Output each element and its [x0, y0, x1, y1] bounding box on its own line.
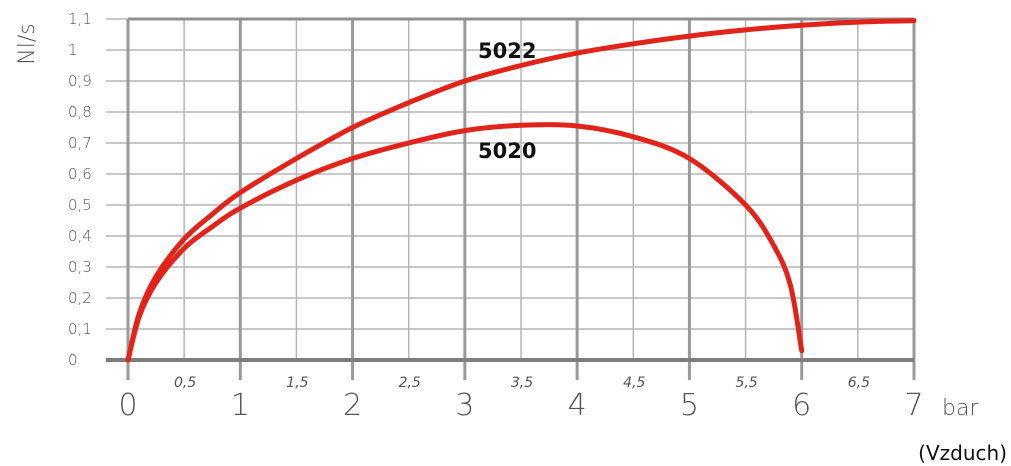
y-tick-label: 0	[68, 351, 78, 369]
grid	[106, 17, 916, 380]
x-minor-tick-label: 6,5	[848, 375, 870, 391]
x-minor-tick-label: 4,5	[623, 375, 645, 391]
series-line-5022	[125, 18, 917, 363]
series-line-5020	[125, 122, 805, 363]
y-tick-label: 0,2	[68, 289, 92, 307]
x-major-tick-label: 3	[455, 388, 474, 423]
x-major-tick-label: 5	[680, 388, 699, 423]
y-tick-label: 0,4	[68, 227, 92, 245]
x-minor-tick-label: 5,5	[735, 375, 757, 391]
x-major-tick-label: 2	[343, 388, 362, 423]
x-minor-tick-label: 3,5	[511, 375, 533, 391]
y-tick-label: 1	[68, 41, 78, 59]
y-tick-label: 0,1	[68, 320, 92, 338]
y-tick-label: 0,9	[68, 72, 92, 90]
y-tick-label: 1,1	[68, 10, 92, 28]
series-label-5020: 5020	[478, 139, 536, 163]
y-tick-label: 0,6	[68, 165, 92, 183]
x-minor-tick-label: 0,5	[174, 375, 196, 391]
y-axis-label: Nl/s	[15, 23, 40, 64]
x-major-tick-label: 0	[118, 388, 137, 423]
series-lines	[125, 18, 917, 363]
x-tick-labels: 0 1 2 3 4 5 6 7 0,5 1,5 2,5 3,5 4,5 5,5 6,5	[118, 375, 923, 423]
x-major-tick-label: 6	[792, 388, 811, 423]
x-major-tick-label: 1	[231, 388, 250, 423]
x-minor-tick-label: 2,5	[399, 375, 421, 391]
medium-note: (Vzduch)	[918, 441, 1007, 465]
y-tick-label: 0,3	[68, 258, 92, 276]
y-tick-labels: 0 0,1 0,2 0,3 0,4 0,5 0,6 0,7 0,8 0,9 1 1,1	[68, 10, 92, 369]
x-major-tick-label: 7	[904, 388, 923, 423]
x-major-tick-label: 4	[568, 388, 587, 423]
series-label-5022: 5022	[478, 39, 536, 63]
x-axis-label: bar	[942, 396, 979, 421]
y-tick-label: 0,5	[68, 196, 92, 214]
y-tick-label: 0,7	[68, 134, 92, 152]
y-tick-label: 0,8	[68, 103, 92, 121]
x-minor-tick-label: 1,5	[286, 375, 308, 391]
